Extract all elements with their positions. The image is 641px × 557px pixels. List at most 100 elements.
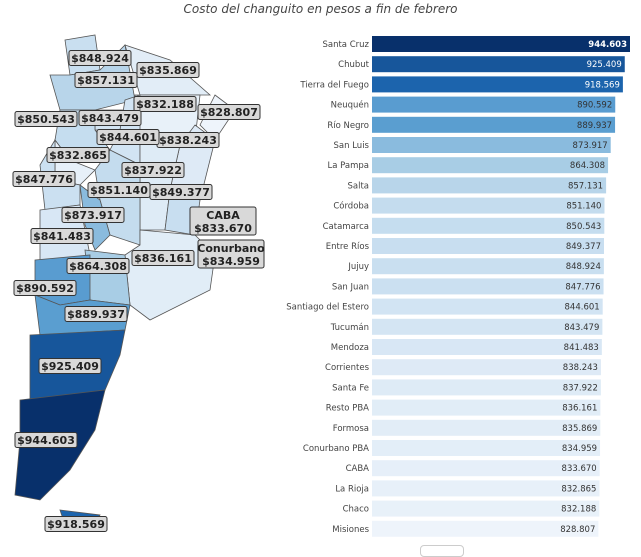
bar[interactable] <box>372 76 623 93</box>
bar[interactable] <box>372 379 601 396</box>
bar-row[interactable]: Neuquén 890.592 <box>331 96 616 113</box>
map-label-value: $873.917 <box>64 209 122 222</box>
bar-row[interactable]: Santiago del Estero 844.601 <box>286 298 603 315</box>
bar-row[interactable]: Jujuy 848.924 <box>347 258 604 275</box>
bar[interactable] <box>372 56 625 73</box>
bar-category-label: Santa Fe <box>332 383 369 393</box>
map-value-label: $848.924 <box>68 50 132 66</box>
bar[interactable] <box>372 500 600 517</box>
map-label-value: $844.601 <box>99 131 157 144</box>
bar[interactable] <box>372 460 600 477</box>
bar-row[interactable]: Catamarca 850.543 <box>323 217 605 234</box>
bar-row[interactable]: Misiones 828.807 <box>332 520 599 537</box>
map-value-label: $836.161 <box>131 250 195 266</box>
bar-row[interactable]: Río Negro 889.937 <box>327 116 616 133</box>
bar-category-label: Santiago del Estero <box>286 303 369 313</box>
bar-category-label: Mendoza <box>331 343 369 353</box>
bar-category-label: Conurbano PBA <box>303 444 369 454</box>
bar-value-label: 918.569 <box>585 80 620 90</box>
bar-value-label: 889.937 <box>577 121 612 131</box>
bar[interactable] <box>372 419 601 436</box>
bar-row[interactable]: Chubut 925.409 <box>338 56 625 73</box>
bar-category-label: Tucumán <box>330 323 369 333</box>
map-value-label: $828.807 <box>197 104 261 120</box>
bar-row[interactable]: Resto PBA 836.161 <box>326 399 601 416</box>
bar-row[interactable]: San Juan 847.776 <box>332 278 604 295</box>
bar-row[interactable]: San Luis 873.917 <box>334 137 611 153</box>
bar[interactable] <box>372 217 605 234</box>
map-label-value: $848.924 <box>71 52 129 65</box>
bar-row[interactable]: Tucumán 843.479 <box>330 318 603 335</box>
bar[interactable] <box>372 177 607 194</box>
bar-category-label: Salta <box>347 181 369 191</box>
bar-category-label: CABA <box>346 464 370 474</box>
bar[interactable] <box>372 520 599 537</box>
bar-row[interactable]: CABA 833.670 <box>346 460 600 477</box>
bar[interactable] <box>372 480 600 497</box>
bar-value-label: 837.922 <box>563 383 598 393</box>
bar-category-label: Corrientes <box>325 363 370 373</box>
bar-row[interactable]: La Pampa 864.308 <box>328 157 609 174</box>
bar-row[interactable]: Salta 857.131 <box>347 177 607 194</box>
bar[interactable] <box>372 359 601 376</box>
bar[interactable] <box>372 197 605 214</box>
bar-row[interactable]: Formosa 835.869 <box>333 419 601 436</box>
bar-value-label: 836.161 <box>562 404 597 414</box>
map-value-label: $925.409 <box>38 358 102 374</box>
bar-row[interactable]: Corrientes 838.243 <box>325 359 601 376</box>
bar-row[interactable]: Santa Fe 837.922 <box>332 379 601 396</box>
map-label-value: $890.592 <box>16 282 74 295</box>
bar[interactable] <box>372 440 601 456</box>
bar-value-label: 873.917 <box>573 141 608 151</box>
bottom-control[interactable] <box>420 545 464 557</box>
map-label-value: $889.937 <box>67 308 125 321</box>
bar-row[interactable]: Santa Cruz 944.603 <box>322 36 630 52</box>
map-label-value: $834.959 <box>202 255 260 268</box>
bar-value-label: 828.807 <box>560 525 595 535</box>
map-value-label: $847.776 <box>12 171 76 187</box>
bar-row[interactable]: Conurbano PBA 834.959 <box>303 440 601 456</box>
bar-row[interactable]: La Rioja 832.865 <box>335 480 600 497</box>
map-label-value: $918.569 <box>47 518 105 531</box>
bar-category-label: San Luis <box>334 141 370 151</box>
bar[interactable] <box>372 36 630 52</box>
bar-value-label: 847.776 <box>565 282 600 292</box>
bar-category-label: Entre Ríos <box>326 242 370 252</box>
bar-row[interactable]: Chaco 832.188 <box>343 500 600 517</box>
bar-row[interactable]: Mendoza 841.483 <box>331 339 602 355</box>
bar[interactable] <box>372 399 601 416</box>
bar-category-label: Jujuy <box>347 262 369 272</box>
bar[interactable] <box>372 96 616 113</box>
bar-value-label: 834.959 <box>562 444 597 454</box>
bar[interactable] <box>372 238 604 254</box>
chart-title: Costo del changuito en pesos a fin de fe… <box>183 2 458 16</box>
bar-value-label: 832.188 <box>561 505 596 515</box>
bar-category-label: Chaco <box>343 505 369 515</box>
bar-category-label: Formosa <box>333 424 369 434</box>
bar-value-label: 857.131 <box>568 181 603 191</box>
bar[interactable] <box>372 298 603 315</box>
bar-value-label: 843.479 <box>564 323 599 333</box>
bar[interactable] <box>372 157 609 174</box>
bar-category-label: Santa Cruz <box>322 40 369 50</box>
bar-value-label: 835.869 <box>562 424 597 434</box>
bar[interactable] <box>372 318 603 335</box>
bar-category-label: Chubut <box>338 60 369 70</box>
bar-row[interactable]: Entre Ríos 849.377 <box>326 238 604 254</box>
bar-category-label: Tierra del Fuego <box>299 80 369 90</box>
bar[interactable] <box>372 116 616 133</box>
map-value-label: $944.603 <box>14 432 78 448</box>
map-labels: $848.924 $835.869 $857.131$832.188 $828.807… <box>12 50 265 532</box>
bar-value-label: 838.243 <box>563 363 598 373</box>
bar[interactable] <box>372 339 602 355</box>
bar-category-label: Catamarca <box>323 222 369 232</box>
map-label-value: $832.188 <box>136 98 194 111</box>
bar-category-label: La Rioja <box>335 484 369 494</box>
bar[interactable] <box>372 278 604 295</box>
bar-row[interactable]: Tierra del Fuego 918.569 <box>299 76 623 93</box>
bar[interactable] <box>372 258 604 275</box>
bar[interactable] <box>372 137 611 153</box>
bar-row[interactable]: Córdoba 851.140 <box>333 197 605 214</box>
map-value-label: $849.377 <box>149 184 213 200</box>
